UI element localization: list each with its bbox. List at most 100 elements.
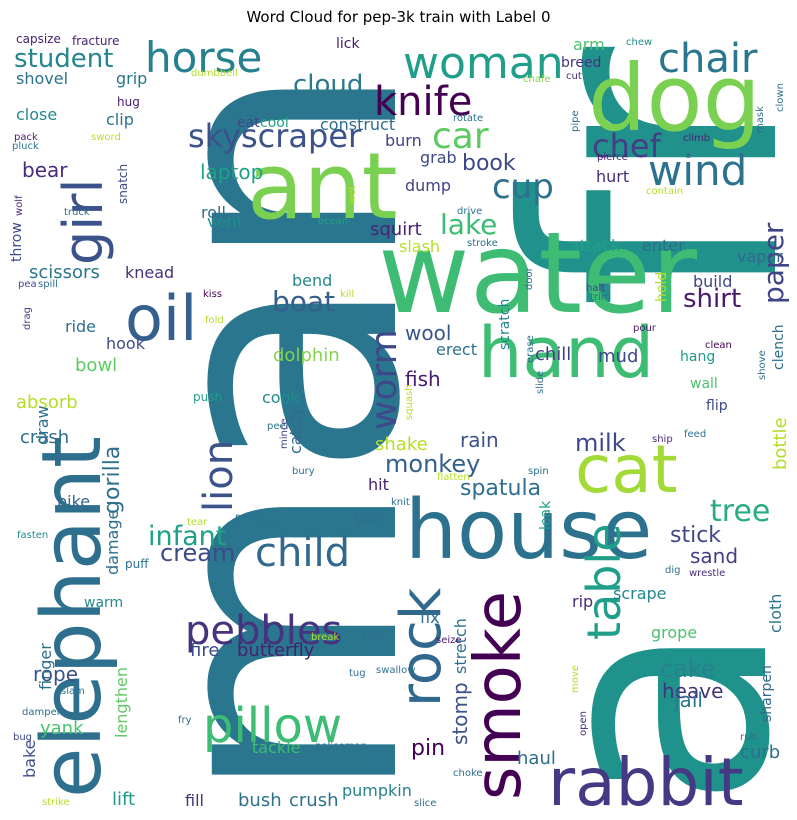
word-paper: paper [757, 222, 790, 304]
word-cat: cat [575, 431, 678, 508]
word-spin: spin [528, 466, 549, 477]
word-flip: flip [706, 398, 728, 414]
word-bug: bug [13, 732, 32, 743]
word-pet: pet [235, 512, 252, 523]
word-ride: ride [65, 317, 96, 336]
word-gorilla: gorilla [100, 446, 125, 514]
word-wolf: wolf [14, 195, 25, 216]
page-title: Word Cloud for pep-3k train with Label 0 [246, 8, 551, 26]
word-pierce: pierce [597, 152, 628, 163]
word-rub: rub [740, 732, 757, 743]
word-pin: pin [411, 736, 445, 761]
word-squirt: squirt [370, 219, 422, 240]
word-dig: dig [665, 565, 680, 576]
word-bake: bake [20, 740, 39, 779]
word-grope: grope [651, 623, 697, 642]
word-hook: hook [106, 334, 146, 353]
word-rock: rock [389, 587, 454, 707]
word-elephant: elephant [25, 436, 120, 798]
word-man: man [85, 61, 475, 805]
word-hurt: hurt [596, 167, 629, 186]
word-bush: bush [238, 790, 282, 811]
word-curb: curb [740, 742, 780, 763]
word-knit: knit [391, 497, 410, 508]
word-slam: slam [61, 686, 85, 697]
word-scrape: scrape [613, 584, 667, 603]
word-wrestle: wrestle [689, 568, 725, 579]
word-close: close [16, 105, 57, 124]
word-push: push [193, 390, 222, 404]
word-door: door [524, 266, 535, 290]
word-haul: haul [517, 748, 556, 769]
word-wind: wind [648, 146, 747, 195]
word-policeman: policeman [315, 741, 367, 752]
word-finger: finger [36, 643, 55, 690]
word-fracture: fracture [72, 34, 119, 48]
word-laptop: laptop [200, 160, 263, 184]
word-fire: fire [190, 640, 219, 661]
word-move: move [570, 665, 581, 693]
word-fix: fix [420, 608, 440, 627]
word-bike: bike [57, 492, 90, 511]
word-chew: chew [626, 37, 652, 48]
word-cloud: cloud [293, 70, 363, 100]
word-construct: construct [320, 115, 395, 134]
word-clench: clench [771, 324, 787, 370]
word-dog: dog [588, 45, 761, 152]
word-erase: erase [525, 335, 536, 363]
word-break: break [311, 632, 340, 643]
word-skyscraper: skyscraper [188, 117, 362, 155]
word-trim: trim [590, 292, 611, 303]
word-worm: worm [364, 329, 405, 430]
word-tackle: tackle [252, 738, 300, 757]
word-warm: warm [84, 595, 123, 611]
word-dumbbell: dumbbell [191, 68, 238, 79]
word-cool: cool [260, 115, 289, 131]
word-snatch: snatch [116, 164, 130, 204]
word-a: a [478, 620, 797, 810]
word-cloth: cloth [766, 594, 785, 633]
word-lake: lake [440, 208, 497, 241]
word-drag: drag [22, 307, 33, 330]
word-catch: catch [286, 410, 305, 454]
word-infant: infant [148, 521, 226, 552]
word-clown: clown [775, 83, 786, 112]
word-clean: clean [705, 340, 732, 351]
word-heave: heave [662, 679, 723, 703]
word-lick: lick [336, 36, 360, 52]
word-smoke: smoke [462, 591, 536, 800]
word-burn: burn [385, 131, 422, 150]
word-breed: breed [561, 55, 601, 71]
word-pebbles: pebbles [185, 608, 342, 654]
word-arm: arm [573, 35, 605, 54]
word-spill: spill [38, 279, 58, 290]
word-stick: stick [670, 523, 721, 548]
word-chafe: chafe [523, 74, 551, 85]
word-lift: lift [112, 789, 135, 810]
word-horse: horse [145, 33, 262, 82]
word-build: build [693, 272, 732, 291]
word-throw: throw [9, 222, 25, 262]
word-roll: roll [201, 203, 226, 222]
word-jail: jail [673, 688, 703, 712]
word-rain: rain [460, 428, 499, 452]
word-chair: chair [658, 36, 758, 82]
word-clip: clip [106, 110, 134, 129]
word-dump: dump [405, 176, 451, 195]
word-choke: choke [453, 768, 483, 779]
word-fold: fold [205, 315, 224, 326]
word-attack: attack [570, 236, 621, 255]
word-ship: ship [652, 434, 673, 445]
word-knead: knead [125, 263, 174, 282]
word-sword: sword [91, 132, 121, 143]
word-ocean: ocean [318, 216, 348, 227]
word-rip: rip [572, 592, 593, 611]
word-pack: pack [14, 132, 38, 143]
word-grip: grip [116, 69, 147, 88]
word-ant: ant [247, 133, 398, 240]
word-draw: draw [33, 405, 52, 445]
word-slice: slice [414, 798, 436, 809]
word-crash: crash [20, 427, 69, 448]
word-bury: bury [292, 466, 315, 477]
word-leak: leak [538, 500, 554, 530]
